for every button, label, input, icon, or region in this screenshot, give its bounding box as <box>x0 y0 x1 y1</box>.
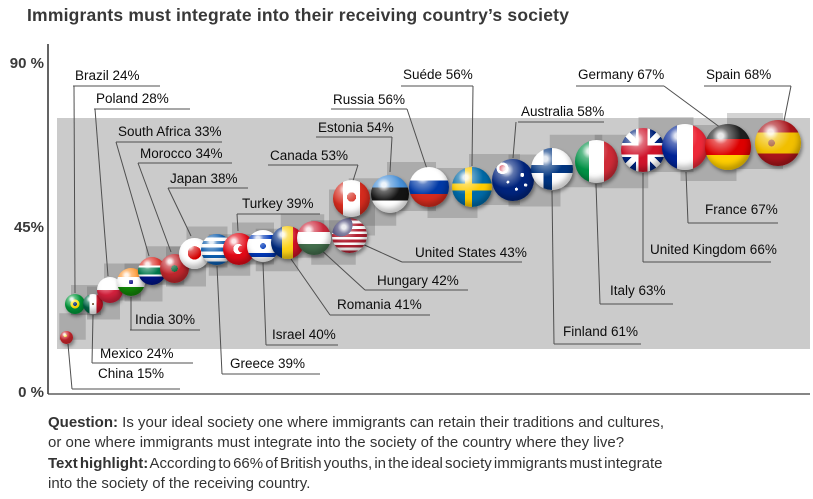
country-label-brazil: Brazil 24% <box>75 68 140 83</box>
country-label-turkey: Turkey 39% <box>242 196 314 211</box>
flag-hungary-icon <box>297 221 331 255</box>
footer-bold-label: Text highlight: <box>48 454 149 472</box>
leader-line-suéde <box>471 85 474 167</box>
footer-line-1: Question: Is your ideal society one wher… <box>48 414 665 431</box>
leader-line-japan <box>167 187 192 237</box>
flag-united-kingdom-icon <box>621 128 665 172</box>
leader-line-romania <box>290 258 331 316</box>
leader-line-mexico <box>91 314 94 364</box>
flag-finland-icon <box>531 148 573 190</box>
leader-line-brazil <box>73 85 76 294</box>
leader-line-france <box>685 171 689 224</box>
country-label-hungary: Hungary 42% <box>377 273 459 288</box>
leader-line-spain <box>782 85 792 127</box>
leader-line-south-africa <box>115 141 150 257</box>
country-label-united-states: United States 43% <box>415 245 527 260</box>
leader-line-china <box>67 343 73 390</box>
leader-line-turkey <box>236 213 239 232</box>
flag-spain-icon <box>755 120 801 166</box>
y-tick-90: 90 % <box>9 55 44 72</box>
leader-line-estonia <box>389 136 393 173</box>
country-label-russia: Russia 56% <box>333 92 406 107</box>
leader-line-israel <box>262 262 267 346</box>
flag-russia-icon <box>409 167 449 207</box>
leader-line-greece <box>216 265 223 375</box>
country-label-poland: Poland 28% <box>96 91 169 106</box>
country-label-israel: Israel 40% <box>272 327 336 342</box>
leader-line-australia <box>512 121 517 159</box>
footer-line-4: into the society of the receiving countr… <box>48 475 311 493</box>
flag-canada-icon <box>332 179 370 217</box>
country-label-japan: Japan 38% <box>170 171 238 186</box>
flag-france-icon <box>662 124 708 170</box>
country-label-spain: Spain 68% <box>706 67 772 82</box>
flag-italy-icon <box>574 139 618 183</box>
chart-title: Immigrants must integrate into their rec… <box>27 5 570 25</box>
country-label-greece: Greece 39% <box>230 356 306 371</box>
footer-bold-label: Question: <box>48 414 118 431</box>
flag-suéde-icon <box>452 167 492 207</box>
leader-line-united-states <box>359 242 403 263</box>
footer-text: Question: Is your ideal society one wher… <box>48 413 664 495</box>
flag-mexico-icon <box>83 294 103 314</box>
country-label-germany: Germany 67% <box>578 67 665 82</box>
leader-line-poland <box>94 108 109 277</box>
flag-india-icon <box>117 268 145 296</box>
y-tick-45: 45% <box>13 219 44 236</box>
country-label-suéde: Suéde 56% <box>403 67 473 82</box>
flag-australia-icon <box>492 159 534 201</box>
leader-line-italy <box>595 183 601 305</box>
flag-germany-icon <box>705 124 751 170</box>
country-label-morocco: Morocco 34% <box>140 146 223 161</box>
leader-line-germany <box>663 85 722 129</box>
country-label-finland: Finland 61% <box>563 324 639 339</box>
country-label-south-africa: South Africa 33% <box>118 124 222 139</box>
footer-line-2: or one where immigrants must integrate i… <box>48 434 625 452</box>
footer-line-3: Text highlight: According to 66% of Brit… <box>48 454 663 472</box>
country-label-china: China 15% <box>98 366 165 381</box>
country-label-estonia: Estonia 54% <box>318 120 394 135</box>
country-label-italy: Italy 63% <box>610 283 666 298</box>
leader-line-finland <box>551 190 555 345</box>
leader-line-russia <box>406 108 428 170</box>
y-tick-0: 0 % <box>18 384 44 401</box>
leader-line-hungary <box>318 247 366 291</box>
country-label-mexico: Mexico 24% <box>100 346 174 361</box>
flag-brazil-icon <box>65 294 85 314</box>
country-label-france: France 67% <box>705 202 778 217</box>
leader-line-morocco <box>137 162 172 253</box>
flag-estonia-icon <box>371 175 409 213</box>
country-label-india: India 30% <box>135 312 196 327</box>
flag-united-states-icon <box>331 217 367 253</box>
country-label-united-kingdom: United Kingdom 66% <box>650 242 777 257</box>
country-label-australia: Australia 58% <box>521 104 605 119</box>
country-label-romania: Romania 41% <box>337 297 422 312</box>
flag-china-icon <box>59 330 73 344</box>
country-label-canada: Canada 53% <box>270 148 349 163</box>
